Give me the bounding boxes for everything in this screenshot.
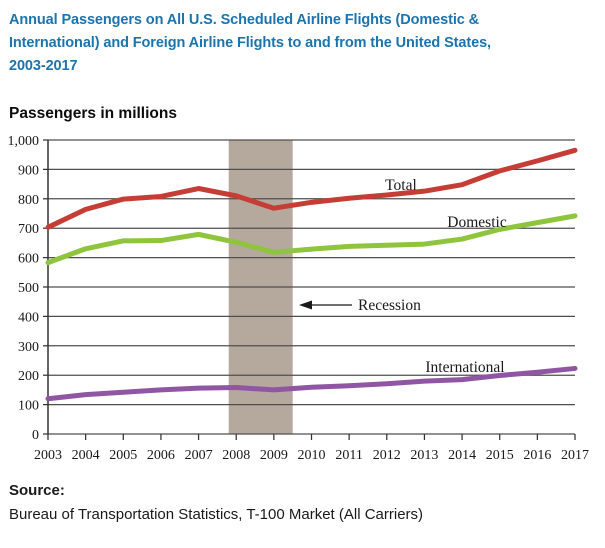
chart-title-line-1: Annual Passengers on All U.S. Scheduled … [9, 12, 480, 28]
y-axis-title: Passengers in millions [9, 105, 177, 122]
y-tick-label: 500 [18, 281, 39, 296]
source-label: Source: [9, 482, 65, 499]
international-series-label: International [425, 359, 504, 376]
x-tick-label: 2011 [335, 448, 362, 463]
total-line [45, 147, 578, 230]
y-tick-label: 700 [18, 222, 39, 237]
y-tick-label: 100 [18, 399, 39, 414]
line-chart: 0 100 200 300 400 500 600 700 800 900 1,000 2003 200… [8, 134, 590, 463]
y-tick-label: 0 [32, 428, 39, 443]
domestic-series-label: Domestic [447, 214, 507, 231]
recession-arrowhead [299, 300, 312, 310]
y-tick-label: 800 [18, 193, 39, 208]
x-tick-label: 2009 [260, 448, 288, 463]
y-tick-label: 200 [18, 369, 39, 384]
x-tick-label: 2015 [486, 448, 514, 463]
y-tick-label: 1,000 [8, 134, 40, 149]
x-tick-label: 2007 [185, 448, 213, 463]
x-tick-label: 2013 [410, 448, 438, 463]
x-tick-label: 2006 [147, 448, 175, 463]
chart-title: Annual Passengers on All U.S. Scheduled … [0, 0, 605, 78]
x-tick-label: 2014 [448, 448, 476, 463]
domestic-line [45, 213, 578, 266]
total-series-label: Total [385, 177, 417, 194]
x-tick-label: 2017 [561, 448, 589, 463]
chart-title-line-2: International) and Foreign Airline Fligh… [9, 35, 491, 51]
source-text: Bureau of Transportation Statistics, T-1… [9, 506, 424, 523]
x-tick-label: 2008 [222, 448, 250, 463]
international-line [45, 365, 578, 402]
y-tick-label: 900 [18, 163, 39, 178]
x-tick-label: 2005 [109, 448, 137, 463]
y-tick-label: 600 [18, 252, 39, 267]
x-tick-label: 2012 [373, 448, 401, 463]
y-tick-label: 300 [18, 340, 39, 355]
y-tick-label: 400 [18, 310, 39, 325]
recession-label: Recession [358, 297, 421, 314]
x-tick-label: 2016 [523, 448, 551, 463]
x-tick-label: 2003 [34, 448, 62, 463]
chart-title-line-3: 2003-2017 [9, 58, 78, 74]
source-block: Source: Bureau of Transportation Statist… [9, 480, 605, 528]
x-tick-label: 2004 [72, 448, 100, 463]
x-tick-label: 2010 [298, 448, 326, 463]
